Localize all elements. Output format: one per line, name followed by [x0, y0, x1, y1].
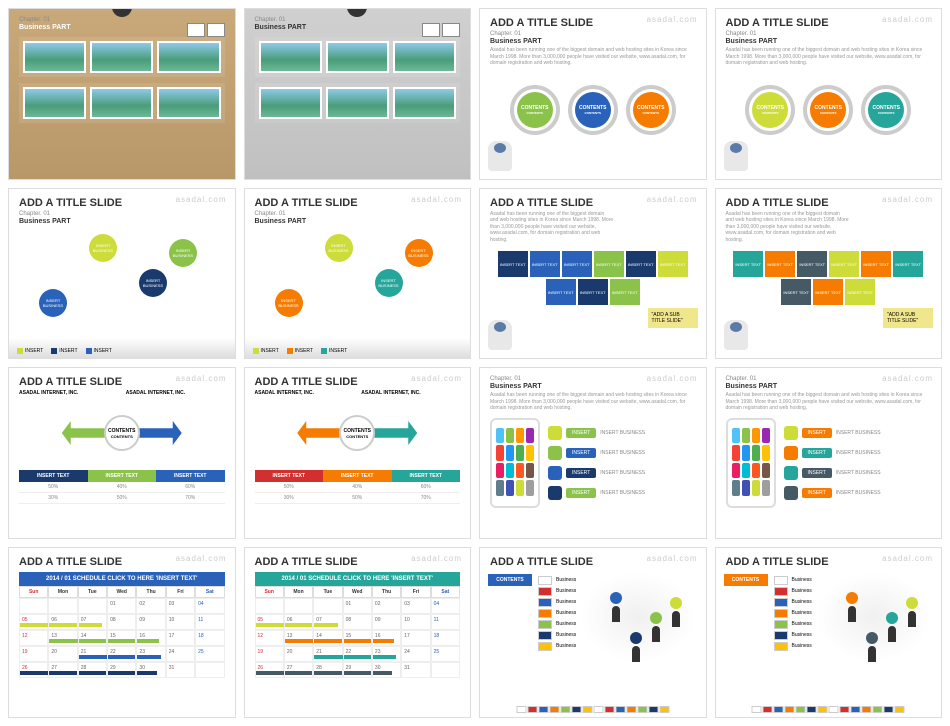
subtitle-label: Business PART [726, 38, 932, 45]
slide-phone-a: asadal.com Chapter. 01 Business PART Asa… [479, 367, 707, 539]
slide-network-a: asadal.com ADD A TITLE SLIDE Chapter. 01… [8, 188, 236, 360]
calendar: 2014 / 01 SCHEDULE CLICK TO HERE 'INSERT… [255, 572, 461, 678]
slide-gallery-wood: Chapter. 01 Business PART [8, 8, 236, 180]
slide-circles-b: asadal.com ADD A TITLE SLIDE Chapter. 01… [715, 8, 943, 180]
network-diagram: INSERT BUSINESSINSERT BUSINESSINSERT BUS… [255, 229, 461, 319]
legend: INSERTINSERTINSERT [17, 348, 112, 354]
subtitle-label: Business PART [19, 218, 225, 225]
circles-row: CONTENTSCONTENTSCONTENTSCONTENTSCONTENTS… [726, 85, 932, 135]
company-label: ASADAL INTERNET, INC. [19, 390, 78, 396]
phone-mockup [490, 418, 540, 508]
flags-column: BusinessBusinessBusinessBusinessBusiness… [774, 576, 812, 662]
watermark: asadal.com [176, 554, 227, 563]
watermark: asadal.com [882, 374, 933, 383]
shelf-row [19, 37, 225, 77]
watermark: asadal.com [882, 554, 933, 563]
phone-area: INSERTINSERT BUSINESSINSERTINSERT BUSINE… [490, 418, 696, 508]
subtitle-label: Business PART [726, 383, 932, 390]
desc-text: Asadal has been running one of the bigge… [490, 47, 696, 67]
arrow-cycle: CONTENTSCONTENTS [19, 408, 225, 458]
slide-worldmap-b: asadal.com ADD A TITLE SLIDE CONTENTS Bu… [715, 547, 943, 719]
subtitle-label: Business PART [490, 38, 696, 45]
phone-labels: INSERTINSERT BUSINESSINSERTINSERT BUSINE… [784, 426, 881, 500]
contents-box: CONTENTS [724, 574, 768, 586]
watermark: asadal.com [882, 195, 933, 204]
watermark: asadal.com [176, 195, 227, 204]
lamp-icon [347, 8, 367, 17]
watermark: asadal.com [647, 195, 698, 204]
data-table: INSERT TEXTINSERT TEXTINSERT TEXT50%40%6… [255, 470, 461, 504]
mascot-icon [724, 141, 748, 171]
network-diagram: INSERT BUSINESSINSERT BUSINESSINSERT BUS… [19, 229, 225, 319]
chapter-label: Chapter. 01 [490, 31, 696, 37]
flags-column: BusinessBusinessBusinessBusinessBusiness… [538, 576, 576, 662]
desc-text: Asadal has been running one of the bigge… [490, 211, 613, 244]
phone-mockup [726, 418, 776, 508]
mascot-icon [724, 320, 748, 350]
shelf-row [255, 37, 461, 77]
desc-text: Asadal has been running one of the bigge… [490, 392, 696, 412]
legend: INSERTINSERTINSERT [253, 348, 348, 354]
slide-phone-b: asadal.com Chapter. 01 Business PART Asa… [715, 367, 943, 539]
slide-worldmap-a: asadal.com ADD A TITLE SLIDE CONTENTS Bu… [479, 547, 707, 719]
flags-bottom [752, 706, 905, 713]
mascot-icon [488, 320, 512, 350]
world-map [816, 572, 931, 662]
slide-gallery-grey: Chapter. 01 Business PART [244, 8, 472, 180]
small-frame [422, 23, 440, 37]
sub-title-callout: "ADD A SUB TITLE SLIDE" [883, 308, 933, 328]
circles-row: CONTENTSCONTENTSCONTENTSCONTENTSCONTENTS… [490, 85, 696, 135]
watermark: asadal.com [176, 374, 227, 383]
shelf-row [19, 83, 225, 123]
watermark: asadal.com [411, 374, 462, 383]
lamp-icon [112, 8, 132, 17]
cycle-center: CONTENTSCONTENTS [339, 415, 375, 451]
slide-puzzle-a: asadal.com ADD A TITLE SLIDE Asadal has … [479, 188, 707, 360]
chapter-label: Chapter. 01 [255, 211, 461, 217]
subtitle-label: Business PART [490, 383, 696, 390]
flags-bottom [516, 706, 669, 713]
small-frame [187, 23, 205, 37]
subtitle-label: Business PART [255, 218, 461, 225]
puzzle-diagram: INSERT TEXTINSERT TEXTINSERT TEXTINSERT … [490, 251, 696, 305]
phone-area: INSERTINSERT BUSINESSINSERTINSERT BUSINE… [726, 418, 932, 508]
slide-circles-a: asadal.com ADD A TITLE SLIDE Chapter. 01… [479, 8, 707, 180]
slide-grid: Chapter. 01 Business PART Chapter. 01 Bu… [8, 8, 942, 718]
watermark: asadal.com [882, 15, 933, 24]
shelf-row [255, 83, 461, 123]
watermark: asadal.com [647, 554, 698, 563]
mascot-icon [488, 141, 512, 171]
chapter-label: Chapter. 01 [726, 31, 932, 37]
slide-arrows-b: asadal.com ADD A TITLE SLIDE ASADAL INTE… [244, 367, 472, 539]
watermark: asadal.com [647, 374, 698, 383]
cycle-center: CONTENTSCONTENTS [104, 415, 140, 451]
watermark: asadal.com [647, 15, 698, 24]
desc-text: Asadal has been running one of the bigge… [726, 211, 849, 244]
slide-calendar-a: asadal.com ADD A TITLE SLIDE 2014 / 01 S… [8, 547, 236, 719]
contents-box: CONTENTS [488, 574, 532, 586]
phone-labels: INSERTINSERT BUSINESSINSERTINSERT BUSINE… [548, 426, 645, 500]
desc-text: Asadal has been running one of the bigge… [726, 47, 932, 67]
company-label: ASADAL INTERNET, INC. [361, 390, 420, 396]
company-label: ASADAL INTERNET, INC. [126, 390, 185, 396]
chapter-label: Chapter. 01 [19, 211, 225, 217]
data-table: INSERT TEXTINSERT TEXTINSERT TEXT50%40%6… [19, 470, 225, 504]
small-frame [207, 23, 225, 37]
company-label: ASADAL INTERNET, INC. [255, 390, 314, 396]
small-frame [442, 23, 460, 37]
slide-puzzle-b: asadal.com ADD A TITLE SLIDE Asadal has … [715, 188, 943, 360]
desc-text: Asadal has been running one of the bigge… [726, 392, 932, 412]
arrow-cycle: CONTENTSCONTENTS [255, 408, 461, 458]
watermark: asadal.com [411, 195, 462, 204]
puzzle-diagram: INSERT TEXTINSERT TEXTINSERT TEXTINSERT … [726, 251, 932, 305]
sub-title-callout: "ADD A SUB TITLE SLIDE" [648, 308, 698, 328]
watermark: asadal.com [411, 554, 462, 563]
slide-calendar-b: asadal.com ADD A TITLE SLIDE 2014 / 01 S… [244, 547, 472, 719]
world-map [580, 572, 695, 662]
slide-arrows-a: asadal.com ADD A TITLE SLIDE ASADAL INTE… [8, 367, 236, 539]
calendar: 2014 / 01 SCHEDULE CLICK TO HERE 'INSERT… [19, 572, 225, 678]
slide-network-b: asadal.com ADD A TITLE SLIDE Chapter. 01… [244, 188, 472, 360]
